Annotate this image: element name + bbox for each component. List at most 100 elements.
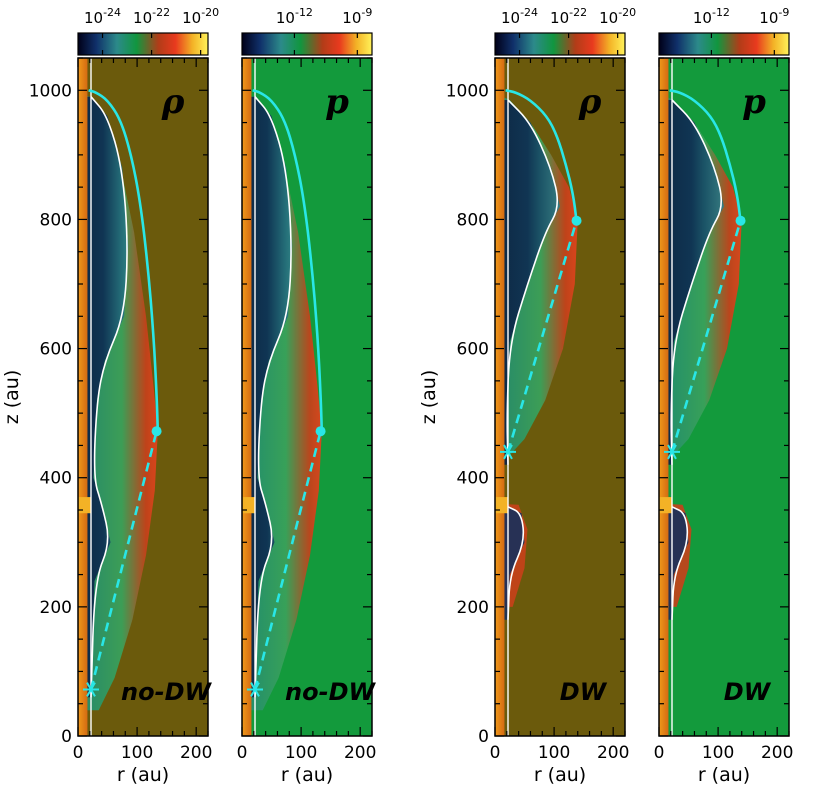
colorbar-strip [658,32,790,56]
dashed-trajectory [670,220,742,453]
colorbar-tick-label: 10-12 [276,6,313,27]
injection-knot [242,497,255,514]
colorbar-tick-label: 10-24 [84,6,121,27]
x-axis-label: r (au) [698,764,750,786]
contact-line [670,99,723,465]
colorbar-tick-label: 10-20 [599,6,636,27]
x-tick-label: 0 [490,743,501,763]
x-tick-label: 0 [73,743,84,763]
colorbar: 10-12 10-9 [241,6,373,56]
case-label: no-DW [121,678,212,706]
x-tick-label: 200 [761,743,793,763]
star-stroke [250,682,260,697]
shock-front-line [88,89,160,432]
injection-knot [495,497,508,514]
colorbar: 10-12 10-9 [658,6,790,56]
colorbar-tick-label: 10-9 [342,6,372,27]
colorbar: 10-24 10-22 10-20 [77,6,219,56]
jet-axis-column [78,58,88,736]
x-tick-label: 200 [180,743,212,763]
panel-map [659,58,789,736]
x-tick-label: 100 [538,743,570,763]
colorbar-tick-label: 10-12 [693,6,730,27]
y-tick-label: 400 [40,469,72,489]
y-tick-label: 200 [40,598,72,618]
panel-map [78,58,208,736]
panel-frame [241,57,373,737]
panel-frame [77,57,209,737]
x-tick-label: 100 [121,743,153,763]
source-star-marker [83,682,99,697]
panel-3: ρ DW 0 100 200 r (au) 0 200 400 600 800 1000 z (au) 1… [418,6,636,786]
contact-line [254,96,292,698]
colorbar-tick-label: 10-9 [759,6,789,27]
lower-contact-line [507,506,525,620]
panel-map [495,58,625,736]
y-tick-label: 800 [40,210,72,230]
y-tick-label: 0 [61,727,72,747]
jet-axis-column [495,58,505,736]
y-tick-label: 600 [40,340,72,360]
colorbar-tick-label: 10-22 [550,6,587,27]
shock-front-line [252,89,324,432]
injection-knot [659,497,672,514]
quantity-label: p [325,82,349,122]
case-label: no-DW [285,678,376,706]
y-tick-label: 0 [478,727,489,747]
x-tick-label: 0 [237,743,248,763]
panel-frame [658,57,790,737]
colorbar: 10-24 10-22 10-20 [494,6,636,56]
contact-line [90,96,128,698]
quantity-label: ρ [161,82,185,122]
x-axis-label: r (au) [534,764,586,786]
star-stroke [503,444,513,460]
lower-contact-line [671,506,689,620]
x-tick-label: 200 [597,743,629,763]
star-stroke [86,682,96,697]
panel-2: p no-DW 0 100 200 r (au) 10-12 10-9 [237,6,377,786]
y-tick-label: 600 [457,340,489,360]
x-tick-label: 100 [285,743,317,763]
y-axis-label: z (au) [418,370,440,425]
head-marker [315,426,326,437]
y-tick-label: 1000 [29,81,72,101]
x-tick-label: 100 [702,743,734,763]
colorbar-strip [77,32,209,56]
injection-knot [78,497,91,514]
y-tick-label: 800 [457,210,489,230]
source-star-marker [664,444,680,460]
colorbar-tick-label: 10-24 [501,6,538,27]
star-stroke [667,444,677,460]
head-marker [735,215,746,226]
panel-map [242,58,372,736]
panel-frame [494,57,626,737]
y-tick-label: 200 [457,598,489,618]
y-tick-label: 1000 [446,81,489,101]
quantity-label: ρ [578,82,602,122]
x-axis-label: r (au) [281,764,333,786]
panel-4: p DW 0 100 200 r (au) 10-12 10-9 [654,6,794,786]
jet-axis-column [242,58,252,736]
colorbar-tick-label: 10-20 [182,6,219,27]
x-tick-label: 0 [654,743,665,763]
colorbar-strip [494,32,626,56]
colorbar-tick-label: 10-22 [133,6,170,27]
contact-line [506,99,559,465]
y-tick-label: 400 [457,469,489,489]
dashed-trajectory [506,220,578,453]
case-label: DW [724,678,772,706]
y-axis-label: z (au) [1,370,23,425]
source-star-marker [500,444,516,460]
colorbar-strip [241,32,373,56]
head-marker [571,215,582,226]
panel-1: ρ no-DW 0 100 200 r (au) 0 200 400 600 800 1000 z (a… [1,6,219,786]
shock-front-line [669,89,742,221]
x-tick-label: 200 [344,743,376,763]
source-star-marker [247,682,263,697]
jet-axis-column [659,58,669,736]
x-axis-label: r (au) [117,764,169,786]
shock-front-line [505,89,578,221]
case-label: DW [560,678,608,706]
